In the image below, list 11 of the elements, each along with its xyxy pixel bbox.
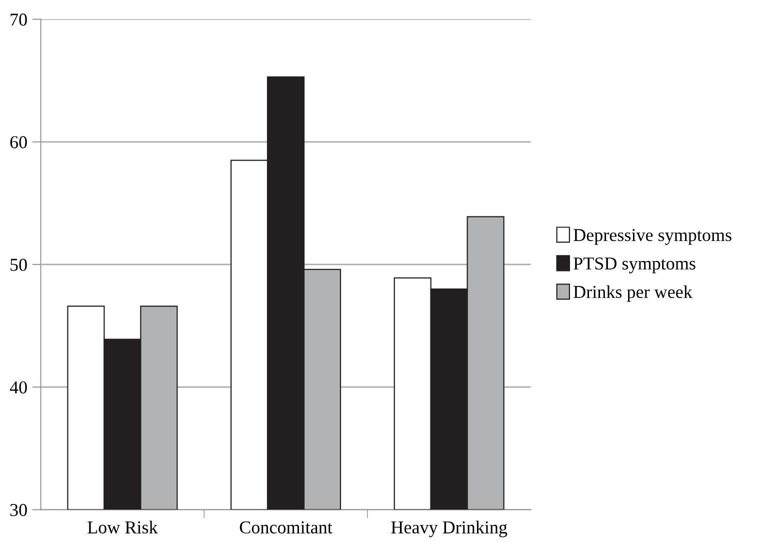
y-tick-label: 30 <box>10 504 27 516</box>
legend-label: PTSD symptoms <box>574 257 696 274</box>
y-tick-label: 70 <box>10 14 27 26</box>
y-tick-label: 40 <box>10 381 27 394</box>
x-tick-label: Low Risk <box>88 520 158 534</box>
x-tick-label: Concomitant <box>240 521 332 534</box>
x-tick-label: Heavy Drinking <box>391 520 508 538</box>
y-tick-label: 50 <box>10 258 27 271</box>
legend-label: Drinks per week <box>574 285 692 302</box>
legend-label: Depressive symptoms <box>574 229 732 245</box>
y-tick-label: 60 <box>10 136 27 148</box>
